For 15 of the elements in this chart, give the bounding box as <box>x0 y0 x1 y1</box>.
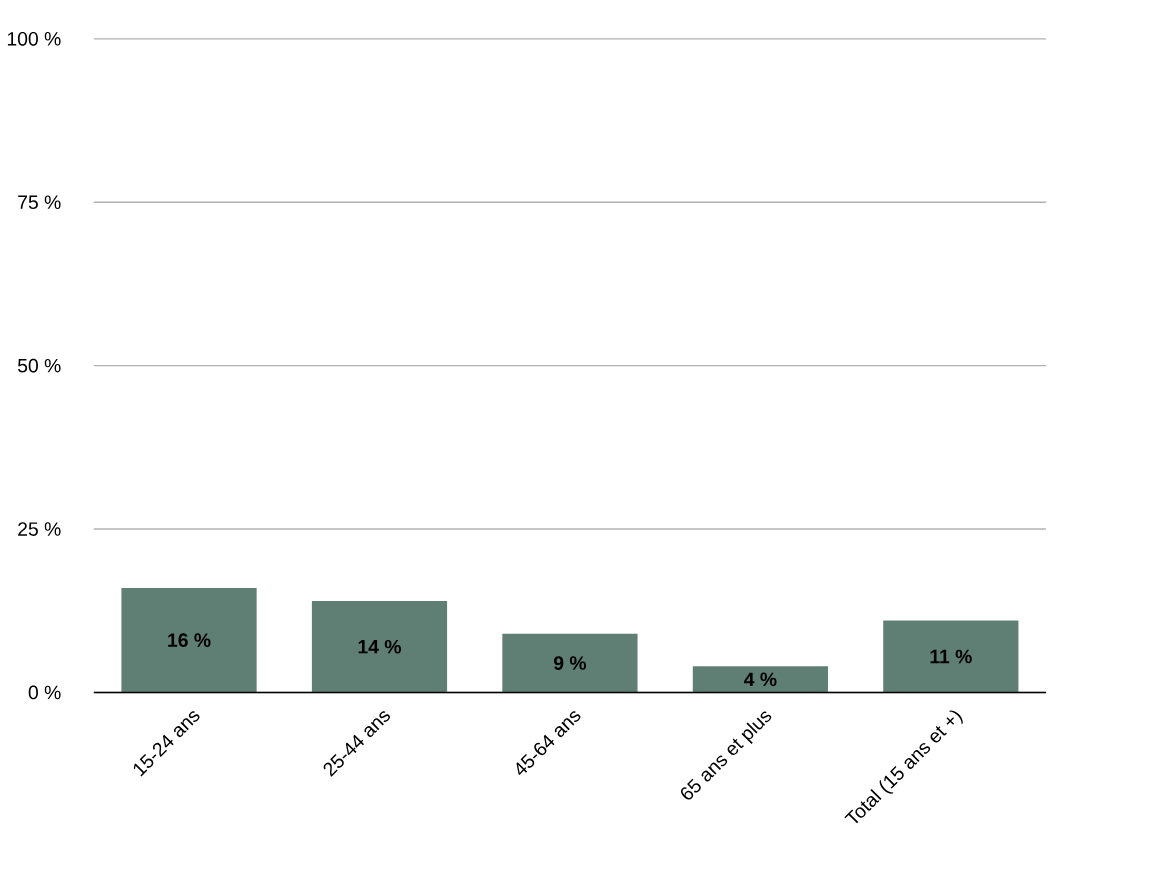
bar <box>121 587 257 693</box>
data-label: 11 % <box>930 649 972 664</box>
data-label: 4 % <box>744 672 777 687</box>
y-tick-label: 50 % <box>17 358 61 373</box>
data-label: 14 % <box>358 639 401 654</box>
y-tick-label: 0 % <box>28 685 61 700</box>
bar <box>692 666 828 693</box>
y-tick-label: 75 % <box>18 195 61 209</box>
bar <box>311 600 448 693</box>
y-tick-label: 25 % <box>18 522 61 536</box>
bar <box>883 620 1019 693</box>
data-label: 16 % <box>168 633 211 647</box>
data-label: 9 % <box>553 656 587 670</box>
y-tick-label: 100 % <box>7 31 61 46</box>
bar <box>502 633 638 693</box>
